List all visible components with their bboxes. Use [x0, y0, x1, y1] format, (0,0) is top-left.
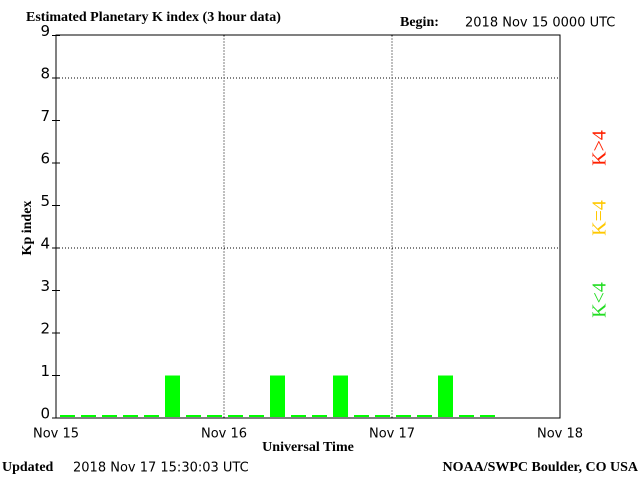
y-tick-label: 4: [40, 235, 50, 253]
bar: [396, 415, 411, 417]
bar: [270, 375, 285, 417]
bar: [123, 415, 138, 417]
bar: [207, 415, 222, 417]
updated-date: 2018 Nov 17 15:30:03 UTC: [73, 461, 249, 476]
bar: [375, 415, 390, 417]
y-tick-label: 9: [40, 22, 50, 40]
y-tick-label: 8: [40, 65, 50, 83]
bar: [165, 375, 180, 417]
bar: [333, 375, 348, 417]
updated-label: Updated: [2, 460, 54, 475]
chart-title: Estimated Planetary K index (3 hour data…: [26, 10, 281, 25]
bar: [438, 375, 453, 417]
bar: [480, 415, 495, 417]
legend-entry: K>4: [589, 130, 611, 166]
bar: [60, 415, 75, 417]
bar: [228, 415, 243, 417]
y-tick-label: 0: [40, 405, 50, 423]
bar: [354, 415, 369, 417]
x-tick-label: Nov 16: [201, 427, 247, 442]
y-tick-label: 1: [40, 362, 50, 380]
y-axis-label: Kp index: [20, 201, 35, 256]
y-tick-label: 3: [40, 277, 50, 295]
y-tick-label: 5: [40, 192, 50, 210]
bar: [291, 415, 306, 417]
bar: [102, 415, 117, 417]
legend-entry: K=4: [589, 200, 611, 236]
bar: [417, 415, 432, 417]
y-tick-label: 2: [40, 320, 50, 338]
begin-date: 2018 Nov 15 0000 UTC: [465, 16, 615, 31]
x-tick-label: Nov 18: [537, 427, 583, 442]
plot-frame: [55, 34, 561, 419]
bar: [186, 415, 201, 417]
bar: [312, 415, 327, 417]
y-tick-label: 7: [40, 107, 50, 125]
x-axis-label: Universal Time: [262, 440, 354, 455]
y-tick-label: 6: [40, 150, 50, 168]
credit: NOAA/SWPC Boulder, CO USA: [442, 460, 638, 475]
legend-entry: K<4: [589, 282, 611, 318]
bar: [144, 415, 159, 417]
x-tick-label: Nov 17: [369, 427, 415, 442]
bar: [81, 415, 96, 417]
begin-label: Begin:: [400, 15, 439, 30]
x-tick-label: Nov 15: [33, 427, 79, 442]
bar: [459, 415, 474, 417]
bar: [249, 415, 264, 417]
